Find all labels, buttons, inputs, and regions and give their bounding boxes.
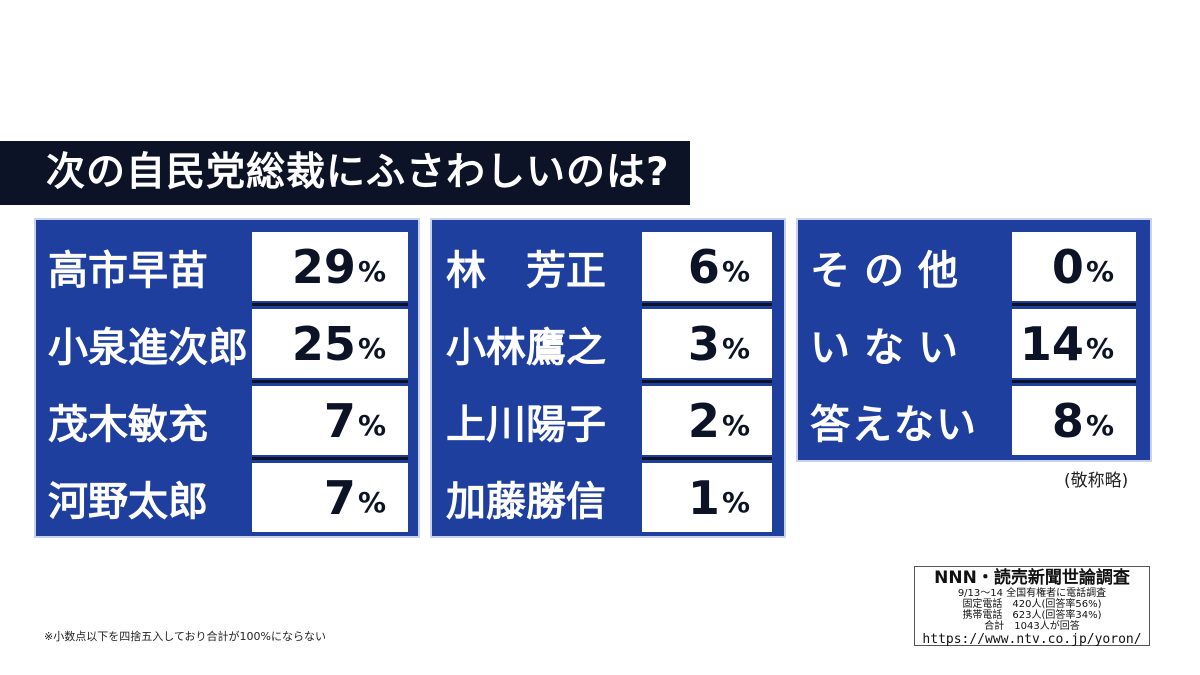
result-row: 河野太郎 7%: [36, 463, 418, 532]
row-separator: [252, 303, 408, 306]
percentage-value: 14%: [1012, 309, 1136, 378]
result-row: 加藤勝信 1%: [432, 463, 784, 532]
candidate-name: 林 芳正: [446, 247, 606, 294]
candidate-name: 答えない: [810, 401, 978, 448]
percentage-value: 25%: [252, 309, 408, 378]
candidate-name: 小林鷹之: [446, 324, 606, 371]
row-separator: [642, 380, 772, 383]
candidate-name: 加藤勝信: [446, 478, 606, 525]
value-number: 8: [1051, 393, 1084, 448]
rounding-footnote: ※小数点以下を四捨五入しており合計が100%にならない: [44, 630, 327, 643]
candidate-name: 河野太郎: [48, 478, 208, 525]
row-separator: [1012, 303, 1136, 306]
source-line: 携帯電話 623人(回答率34%): [962, 610, 1102, 621]
percentage-value: 1%: [642, 463, 772, 532]
result-row: 林 芳正 6%: [432, 232, 784, 301]
result-row: 茂木敏充 7%: [36, 386, 418, 455]
honorific-note: (敬称略): [1064, 471, 1129, 491]
percent-sign: %: [721, 409, 750, 442]
percent-sign: %: [1085, 409, 1114, 442]
candidate-name: いない: [810, 324, 972, 371]
value-number: 29: [291, 239, 356, 294]
percent-sign: %: [721, 486, 750, 519]
percentage-value: 7%: [252, 463, 408, 532]
result-row: その他 0%: [798, 232, 1150, 301]
value-number: 2: [687, 393, 720, 448]
percentage-value: 2%: [642, 386, 772, 455]
source-line: 9/13〜14 全国有権者に電話調査: [957, 588, 1107, 599]
value-number: 0: [1051, 239, 1084, 294]
source-line: 固定電話 420人(回答率56%): [962, 599, 1102, 610]
result-row: いない 14%: [798, 309, 1150, 378]
value-number: 6: [687, 239, 720, 294]
percent-sign: %: [357, 409, 386, 442]
source-title: NNN・読売新聞世論調査: [934, 568, 1130, 588]
percentage-value: 0%: [1012, 232, 1136, 301]
candidate-name: 高市早苗: [48, 247, 208, 294]
result-row: 小泉進次郎 25%: [36, 309, 418, 378]
percentage-value: 6%: [642, 232, 772, 301]
chart-title: 次の自民党総裁にふさわしいのは?: [46, 150, 670, 195]
source-url: https://www.ntv.co.jp/yoron/: [922, 632, 1142, 647]
percent-sign: %: [721, 255, 750, 288]
candidate-name: 上川陽子: [446, 401, 606, 448]
value-number: 1: [687, 470, 720, 525]
source-line: 合計 1043人が回答: [984, 621, 1080, 632]
result-row: 高市早苗 29%: [36, 232, 418, 301]
row-separator: [252, 457, 408, 460]
candidate-name: その他: [810, 247, 972, 294]
percent-sign: %: [1085, 332, 1114, 365]
result-row: 小林鷹之 3%: [432, 309, 784, 378]
value-number: 25: [291, 316, 356, 371]
percent-sign: %: [1085, 255, 1114, 288]
result-row: 上川陽子 2%: [432, 386, 784, 455]
value-number: 14: [1019, 316, 1084, 371]
percent-sign: %: [721, 332, 750, 365]
row-separator: [252, 380, 408, 383]
title-bar: [0, 141, 690, 205]
percent-sign: %: [357, 255, 386, 288]
row-separator: [1012, 380, 1136, 383]
percent-sign: %: [357, 486, 386, 519]
row-separator: [642, 303, 772, 306]
percentage-value: 29%: [252, 232, 408, 301]
row-separator: [642, 457, 772, 460]
percent-sign: %: [357, 332, 386, 365]
percentage-value: 7%: [252, 386, 408, 455]
results-panel-3: その他 0% いない 14% 答えない 8%: [796, 218, 1152, 462]
survey-source-box: NNN・読売新聞世論調査 9/13〜14 全国有権者に電話調査 固定電話 420…: [914, 566, 1150, 647]
percentage-value: 8%: [1012, 386, 1136, 455]
value-number: 7: [323, 470, 356, 525]
percentage-value: 3%: [642, 309, 772, 378]
value-number: 7: [323, 393, 356, 448]
results-panel-1: 高市早苗 29% 小泉進次郎 25% 茂木敏充 7% 河野太郎 7%: [34, 218, 420, 538]
result-row: 答えない 8%: [798, 386, 1150, 455]
value-number: 3: [687, 316, 720, 371]
results-panel-2: 林 芳正 6% 小林鷹之 3% 上川陽子 2% 加藤勝信 1%: [430, 218, 786, 538]
candidate-name: 小泉進次郎: [48, 324, 248, 371]
candidate-name: 茂木敏充: [48, 401, 208, 448]
